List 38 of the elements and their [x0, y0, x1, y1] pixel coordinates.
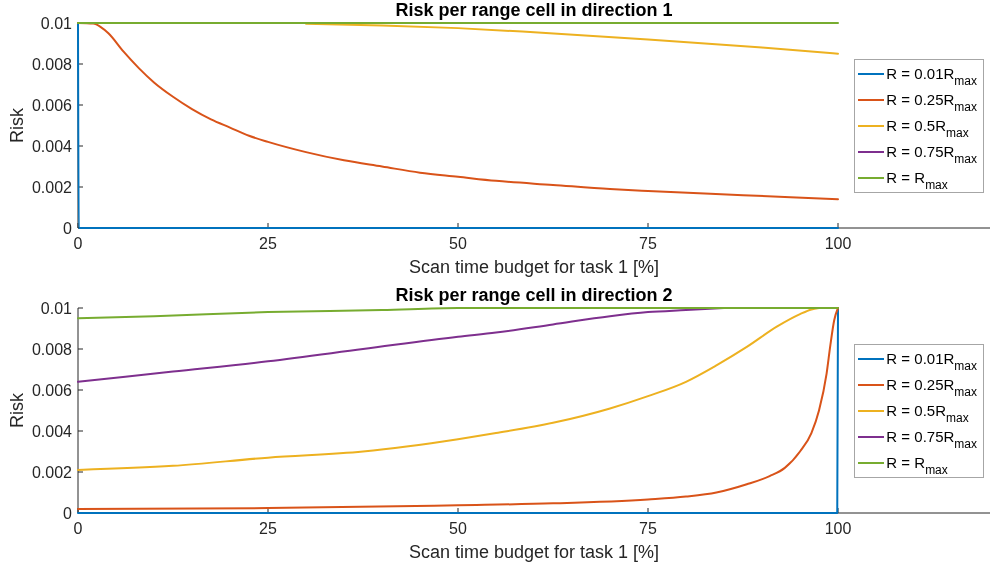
y-tick-label: 0.004 [31, 422, 73, 440]
y-tick-label: 0.002 [31, 463, 73, 481]
y-tick-label: 0 [63, 219, 73, 237]
x-tick-label: 50 [449, 520, 467, 538]
x-tick-label: 100 [824, 235, 852, 253]
y-axis-title: Risk [7, 392, 27, 428]
y-tick-label: 0.008 [31, 340, 73, 358]
legend-label: R = 0.5R$_{max}$ [886, 402, 969, 425]
legend-label: R = R$_{max}$ [886, 169, 948, 192]
y-tick-label: 0.002 [31, 178, 73, 196]
legend-label: R = R$_{max}$ [886, 454, 948, 477]
legend-label: R = 0.01R$_{max}$ [886, 350, 977, 373]
legend-label: R = 0.25R$_{max}$ [886, 376, 977, 399]
x-tick-label: 25 [259, 235, 277, 253]
line-series [77, 307, 839, 320]
y-tick-label: 0.006 [31, 96, 73, 114]
x-tick-label: 75 [639, 235, 657, 253]
y-tick-label: 0.01 [40, 299, 73, 317]
x-axis-title: Scan time budget for task 1 [%] [408, 257, 660, 277]
y-tick-label: 0.004 [31, 137, 73, 155]
y-axis-title: Risk [7, 107, 27, 143]
line-series [305, 22, 839, 55]
x-axis-title: Scan time budget for task 1 [%] [408, 542, 660, 562]
chart-title: Risk per range cell in direction 1 [394, 0, 674, 22]
x-tick-label: 100 [824, 520, 852, 538]
legend-label: R = 0.25R$_{max}$ [886, 91, 977, 114]
legend-label: R = 0.01R$_{max}$ [886, 65, 977, 88]
legend-label: R = 0.75R$_{max}$ [886, 143, 977, 166]
y-tick-label: 0.01 [40, 14, 73, 32]
chart-title: Risk per range cell in direction 2 [394, 285, 674, 307]
x-tick-label: 50 [449, 235, 467, 253]
legend-label: R = 0.75R$_{max}$ [886, 428, 977, 451]
y-tick-label: 0.008 [31, 55, 73, 73]
legend-label: R = 0.5R$_{max}$ [886, 117, 969, 140]
y-tick-label: 0.006 [31, 381, 73, 399]
x-tick-label: 25 [259, 520, 277, 538]
x-tick-label: 75 [639, 520, 657, 538]
y-tick-label: 0 [63, 504, 73, 522]
